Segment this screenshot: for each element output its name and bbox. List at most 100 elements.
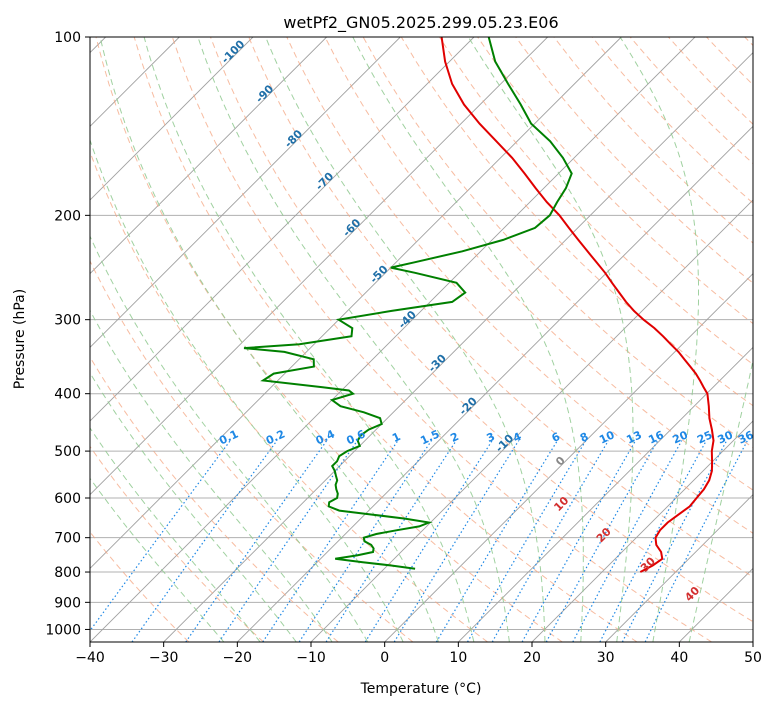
chart-title: wetPf2_GN05.2025.299.05.23.E06 (283, 13, 558, 33)
mixing-ratio-label: 0.4 (314, 427, 337, 447)
isotherm-line (679, 567, 753, 642)
y-tick-label: 800 (54, 565, 81, 581)
moist-adiabat (352, 37, 584, 642)
x-tick-label: −30 (149, 650, 179, 666)
mixing-ratio-line (599, 440, 707, 642)
dry-adiabat (553, 37, 753, 244)
isotherm-line (531, 420, 753, 642)
plot-frame (89, 36, 754, 643)
dry-adiabat (515, 37, 753, 284)
y-tick-label: 300 (54, 313, 81, 329)
mixing-ratio-label: 0.2 (264, 427, 287, 447)
isotherm-line (90, 37, 401, 348)
moist-adiabat (688, 358, 753, 642)
mixing-ratio-label: 1.5 (418, 427, 441, 447)
dry-adiabat (324, 37, 753, 491)
moist-adiabat (90, 138, 404, 642)
mixing-ratio-label: 20 (671, 428, 691, 446)
mixing-ratio-label: 30 (716, 428, 736, 446)
mixing-ratio-line (131, 440, 278, 642)
moist-adiabat (90, 235, 369, 642)
moist-adiabat (90, 477, 225, 642)
dry-adiabat (133, 37, 638, 642)
isotherm-label: -40 (396, 308, 419, 331)
x-tick-label: 10 (449, 650, 467, 666)
mixing-ratio-line (325, 440, 457, 642)
mixing-ratio-line (545, 440, 659, 642)
isotherm-line (752, 641, 753, 642)
moist-adiabat (265, 37, 546, 642)
mixing-ratio-label: 13 (624, 428, 643, 446)
x-tick-label: −10 (296, 650, 326, 666)
isotherm-label: -30 (426, 352, 449, 375)
isotherm-line (90, 37, 548, 496)
isotherm-label: -60 (340, 216, 363, 239)
y-tick-label: 1000 (45, 622, 81, 638)
isotherm-line (310, 199, 753, 642)
dry-adiabat (171, 37, 712, 642)
mixing-ratio-line (435, 440, 558, 642)
mixing-ratio-line (262, 440, 399, 642)
mixing-ratio-label: 0.1 (217, 427, 240, 447)
moist-adiabat (90, 371, 297, 642)
mixing-ratio-line (364, 440, 493, 642)
dewpoint-profile-line (243, 37, 573, 570)
mixing-ratio-line (393, 440, 520, 642)
y-tick-label: 700 (54, 531, 81, 547)
mixing-ratio-line (491, 440, 609, 642)
mixing-ratio-label: 1 (390, 430, 402, 445)
isotherm-line (90, 37, 327, 275)
mixing-ratio-label: 36 (736, 428, 756, 446)
isotherm-label: -20 (457, 394, 480, 417)
mixing-ratio-line (218, 440, 358, 642)
dry-adiabat (210, 37, 753, 623)
moist-adiabat (197, 37, 510, 642)
moist-adiabat (99, 37, 439, 642)
mixing-ratio-line (572, 440, 683, 642)
isotherm-label: -100 (219, 37, 248, 66)
isotherm-label: -90 (253, 82, 276, 105)
temperature-profile-line (440, 37, 715, 573)
isotherm-line (384, 273, 753, 642)
mixing-ratio-label: 2 (448, 430, 460, 445)
dry-adiabat (706, 37, 753, 86)
moist-adiabat (619, 37, 699, 642)
dry-adiabat (90, 531, 190, 642)
x-tick-label: −20 (223, 650, 253, 666)
dry-adiabat (286, 37, 753, 534)
isotherm-line (90, 37, 696, 642)
y-tick-label: 900 (54, 595, 81, 611)
isotherm-line (90, 37, 622, 569)
x-axis-label: Temperature (°C) (360, 681, 482, 697)
x-tick-label: 40 (670, 650, 688, 666)
x-tick-label: 50 (744, 650, 762, 666)
isotherm-line (458, 346, 753, 642)
moist-adiabat (90, 309, 333, 642)
moist-adiabat (90, 427, 261, 642)
isotherm-line (90, 37, 254, 201)
dry-adiabat (95, 37, 563, 642)
mixing-ratio-line (185, 440, 328, 642)
mixing-ratio-label: 16 (646, 428, 666, 446)
dry-adiabat (668, 37, 753, 125)
y-tick-label: 500 (54, 444, 81, 460)
x-tick-label: 20 (523, 650, 541, 666)
isotherm-label: -50 (367, 263, 390, 286)
dry-adiabat (90, 445, 264, 642)
isotherm-label: -80 (282, 127, 305, 150)
dry-adiabat-label: 20 (594, 525, 614, 545)
dry-adiabat (591, 37, 753, 204)
isotherm-line (163, 52, 753, 642)
isotherm-label: -70 (313, 170, 336, 193)
mixing-ratio-label: 10 (597, 428, 617, 446)
isotherm-line (237, 125, 753, 642)
dry-adiabat (90, 356, 339, 642)
moist-adiabat (143, 37, 475, 642)
dry-adiabat (90, 150, 488, 642)
mixing-ratio-line (644, 440, 748, 642)
y-tick-label: 600 (54, 491, 81, 507)
mixing-ratio-label: 0.6 (344, 427, 367, 447)
isotherm-line (605, 494, 753, 642)
dry-adiabat (90, 259, 414, 642)
